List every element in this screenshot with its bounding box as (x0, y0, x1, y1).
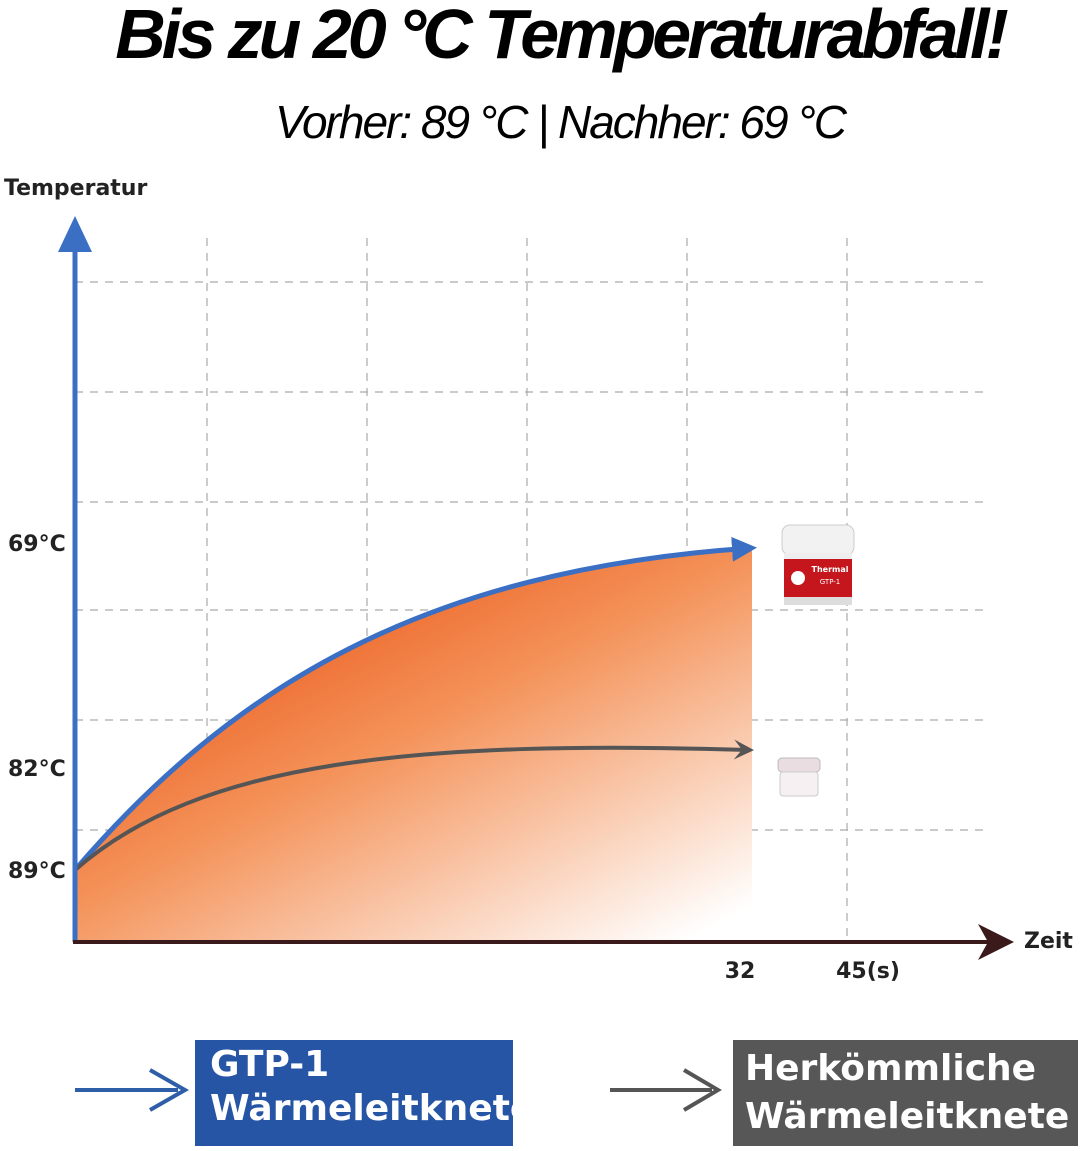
x-label: 32 (725, 959, 756, 984)
legend-text: Wärmeleitknete (745, 1096, 1069, 1137)
y-axis-arrow (58, 216, 92, 252)
y-axis-label: Temperatur (4, 176, 147, 201)
y-label: 69°C (8, 532, 66, 557)
heat-area (75, 548, 752, 942)
y-label: 82°C (8, 757, 66, 782)
legend-box (733, 1040, 1078, 1146)
title: Bis zu 20 °C Temperaturabfall! (115, 0, 1008, 73)
x-label: 45(s) (836, 959, 900, 984)
legend-text: Herkömmliche (745, 1048, 1036, 1089)
legend-box (195, 1040, 513, 1146)
gtp1-jar: Thermal GTP-1 (781, 524, 855, 605)
x-axis-arrow (978, 924, 1014, 960)
legend-text: GTP-1 (210, 1044, 329, 1085)
gtp1-curve (73, 536, 757, 872)
legend-text: Wärmeleitknete (210, 1088, 534, 1129)
standard-jar (777, 757, 821, 797)
jar-model: GTP-1 (820, 578, 841, 586)
legend: GTP-1 Wärmeleitknete Herkömmliche Wärmel… (75, 1040, 1078, 1146)
standard-curve (73, 739, 754, 872)
subtitle: Vorher: 89 °C | Nachher: 69 °C (275, 96, 848, 148)
jar-brand: Thermal (812, 565, 849, 574)
y-label: 89°C (8, 859, 66, 884)
x-axis-label: Zeit (1024, 929, 1073, 954)
